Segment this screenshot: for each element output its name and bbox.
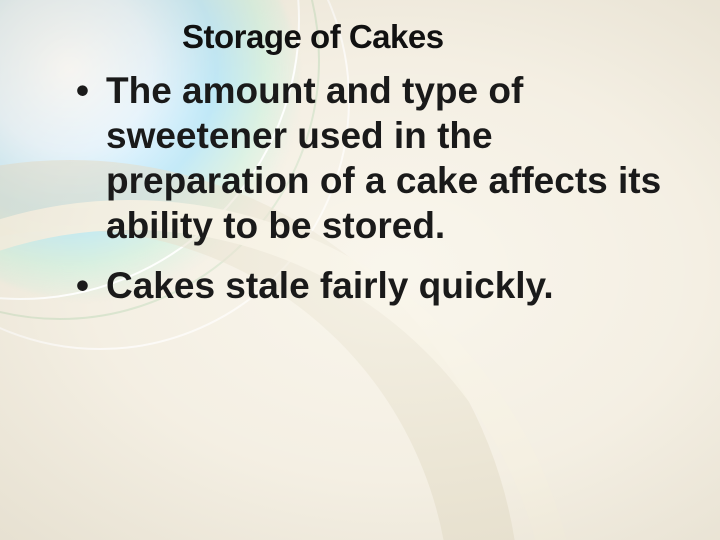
- slide-title: Storage of Cakes: [182, 18, 680, 56]
- list-item: The amount and type of sweetener used in…: [72, 68, 680, 249]
- list-item: Cakes stale fairly quickly.: [72, 263, 680, 308]
- slide-content: Storage of Cakes The amount and type of …: [0, 0, 720, 308]
- bullet-text: The amount and type of sweetener used in…: [106, 70, 661, 246]
- bullet-list: The amount and type of sweetener used in…: [72, 68, 680, 308]
- bullet-text: Cakes stale fairly quickly.: [106, 265, 554, 306]
